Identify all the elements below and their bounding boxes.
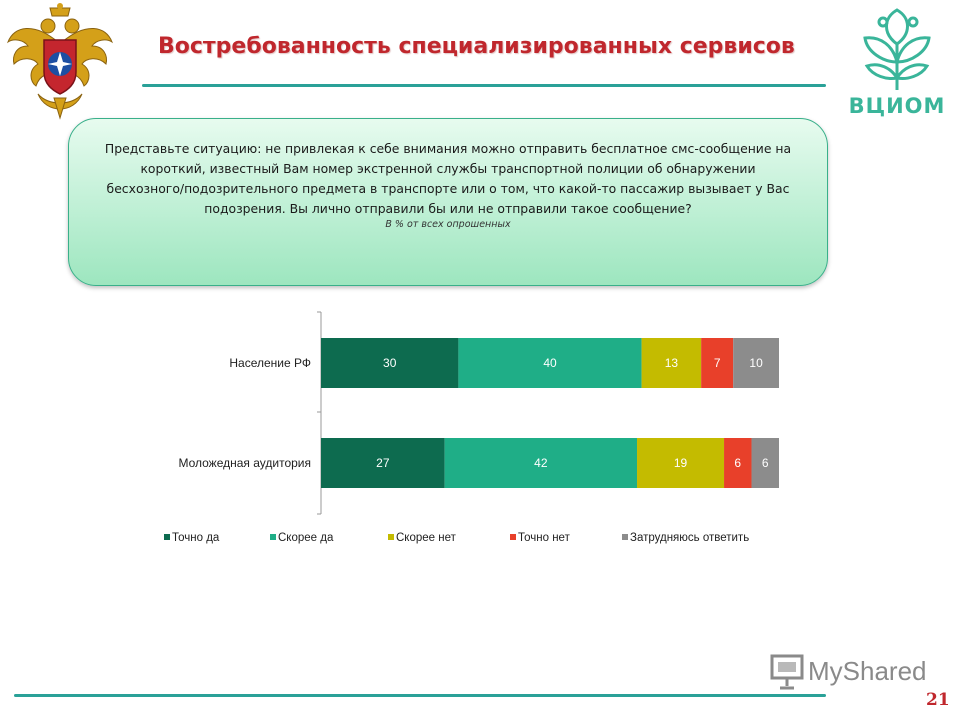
bar-segment: [321, 338, 459, 388]
vciom-logo-mark: [863, 8, 931, 90]
legend-swatch: [388, 534, 394, 540]
legend-label: Скорее нет: [396, 532, 457, 544]
legend-swatch: [164, 534, 170, 540]
page-number: 21: [926, 690, 950, 710]
stacked-bar-chart: Население РФ 30 40 13 7 10 Моложедная аудитори…: [164, 311, 779, 544]
bar-segment: [751, 438, 779, 488]
bar-segment: [458, 338, 642, 388]
bar-segment: [637, 438, 725, 488]
category-label: Моложедная аудитория: [178, 456, 311, 470]
bar-segment: [724, 438, 752, 488]
title-divider: [142, 84, 826, 87]
bar-segment: [444, 438, 638, 488]
vciom-logo-text: ВЦИОМ: [848, 94, 946, 118]
bar-segment: [733, 338, 779, 388]
legend-swatch: [270, 534, 276, 540]
category-label: Население РФ: [229, 356, 311, 370]
coat-of-arms-emblem: [6, 3, 114, 120]
legend-label: Точно нет: [518, 532, 571, 544]
bar-segment: [701, 338, 734, 388]
data-label: 19: [674, 456, 688, 470]
vciom-logo: ВЦИОМ: [843, 4, 951, 124]
bar-segment: [641, 338, 702, 388]
slide-title: Востребованность специализированных серв…: [158, 34, 795, 59]
legend-swatch: [510, 534, 516, 540]
data-label: 42: [534, 456, 548, 470]
data-label: 10: [749, 356, 763, 370]
data-label: 40: [543, 356, 557, 370]
bar-segment: [321, 438, 445, 488]
question-box: Представьте ситуацию: не привлекая к себ…: [68, 118, 828, 286]
legend-swatch: [622, 534, 628, 540]
data-label: 27: [376, 456, 390, 470]
legend-label: Затрудняюсь ответить: [630, 532, 749, 544]
watermark-text: MyShared: [808, 656, 927, 686]
data-label: 7: [714, 356, 721, 370]
footer-divider: [14, 694, 826, 697]
question-note: В % от всех опрошенных: [385, 219, 511, 230]
question-text: Представьте ситуацию: не привлекая к себ…: [104, 141, 792, 216]
data-label: 6: [762, 456, 769, 470]
myshared-watermark: MyShared: [768, 650, 928, 692]
data-label: 6: [734, 456, 741, 470]
data-label: 30: [383, 356, 397, 370]
legend-label: Точно да: [172, 532, 220, 544]
data-label: 13: [665, 356, 679, 370]
presentation-icon: [770, 654, 804, 690]
legend-label: Скорее да: [278, 532, 334, 544]
